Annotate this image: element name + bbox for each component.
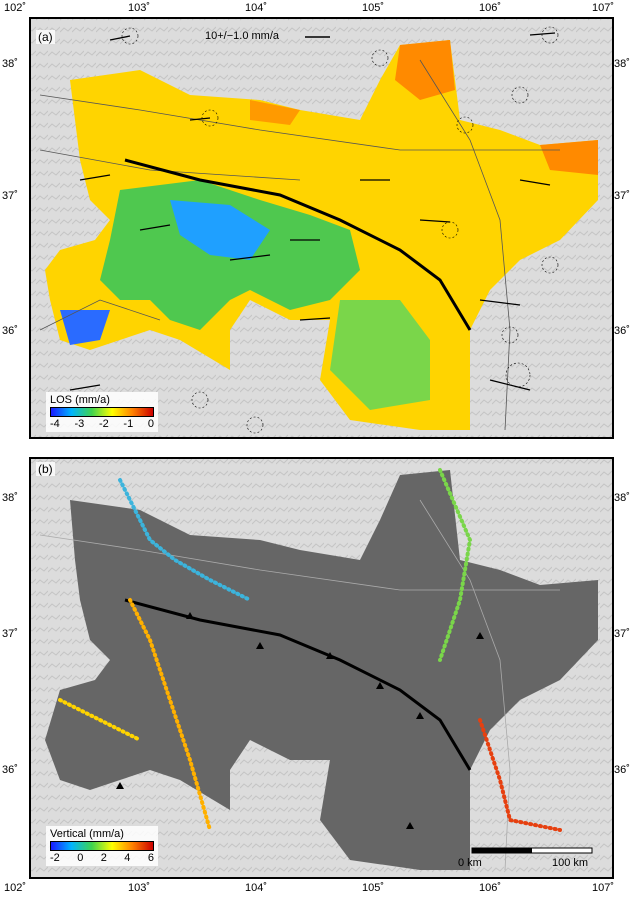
lat-tick-label: 38˚ — [614, 58, 630, 70]
colorbar-tick: 4 — [124, 852, 131, 864]
gps-vectors — [69, 32, 556, 391]
lon-tick-label: 104˚ — [245, 882, 268, 894]
panel-b-label: (b) — [36, 462, 55, 476]
faults — [39, 59, 560, 431]
lat-tick-label: 36˚ — [614, 325, 630, 337]
lat-tick-label: 38˚ — [2, 492, 18, 504]
lat-tick-label: 37˚ — [614, 190, 630, 202]
lat-tick-label: 37˚ — [614, 628, 630, 640]
lon-tick-label: 107˚ — [592, 2, 615, 14]
colorbar-tick: -1 — [123, 418, 134, 430]
lon-tick-label: 104˚ — [245, 2, 268, 14]
lon-tick-label: 105˚ — [362, 882, 385, 894]
lat-tick-label: 36˚ — [2, 764, 18, 776]
vertical-colorbar-gradient — [50, 841, 154, 851]
lon-tick-label: 102˚ — [4, 882, 27, 894]
vertical-colorbar-title: Vertical (mm/a) — [50, 828, 124, 840]
los-coverage — [45, 40, 598, 430]
lon-tick-label: 106˚ — [479, 882, 502, 894]
panel-b-map — [29, 457, 614, 879]
los-colorbar-gradient — [50, 407, 154, 417]
los-colorbar-ticks: -4 -3 -2 -1 0 — [50, 418, 154, 430]
velocity-reference-label: 10+/−1.0 mm/a — [205, 30, 279, 42]
lon-tick-label: 106˚ — [479, 2, 502, 14]
scale-bar-start-label: 0 km — [458, 857, 482, 869]
faults-b — [39, 499, 560, 871]
lat-tick-label: 37˚ — [2, 190, 18, 202]
colorbar-tick: 6 — [147, 852, 154, 864]
main-fault — [124, 158, 472, 331]
panel-a-label: (a) — [36, 30, 55, 44]
colorbar-tick: 0 — [147, 418, 154, 430]
lon-tick-label: 103˚ — [128, 2, 151, 14]
panel-a-map — [29, 17, 614, 439]
scale-bar-end-label: 100 km — [552, 857, 589, 869]
colorbar-tick: 0 — [77, 852, 84, 864]
lon-tick-label: 105˚ — [362, 2, 385, 14]
colorbar-tick: -3 — [74, 418, 85, 430]
main-fault-b — [124, 598, 472, 771]
los-colorbar: LOS (mm/a) -4 -3 -2 -1 0 — [46, 392, 158, 432]
vertical-mask — [45, 470, 598, 870]
leveling-points — [58, 468, 562, 832]
colorbar-tick: -4 — [50, 418, 60, 430]
colorbar-tick: -2 — [98, 418, 109, 430]
scale-bar — [471, 847, 593, 854]
lon-tick-label: 102˚ — [4, 2, 27, 14]
vertical-colorbar: Vertical (mm/a) -2 0 2 4 6 — [46, 826, 158, 866]
colorbar-tick: 2 — [100, 852, 107, 864]
lat-tick-label: 38˚ — [2, 58, 18, 70]
lon-tick-label: 107˚ — [592, 882, 615, 894]
error-ellipses — [121, 26, 559, 434]
colorbar-tick: -2 — [50, 852, 60, 864]
gps-stations — [116, 612, 484, 829]
lon-tick-label: 103˚ — [128, 882, 151, 894]
lat-tick-label: 38˚ — [614, 492, 630, 504]
lat-tick-label: 36˚ — [614, 764, 630, 776]
los-colorbar-title: LOS (mm/a) — [50, 394, 110, 406]
lat-tick-label: 36˚ — [2, 325, 18, 337]
vertical-colorbar-ticks: -2 0 2 4 6 — [50, 852, 154, 864]
lat-tick-label: 37˚ — [2, 628, 18, 640]
